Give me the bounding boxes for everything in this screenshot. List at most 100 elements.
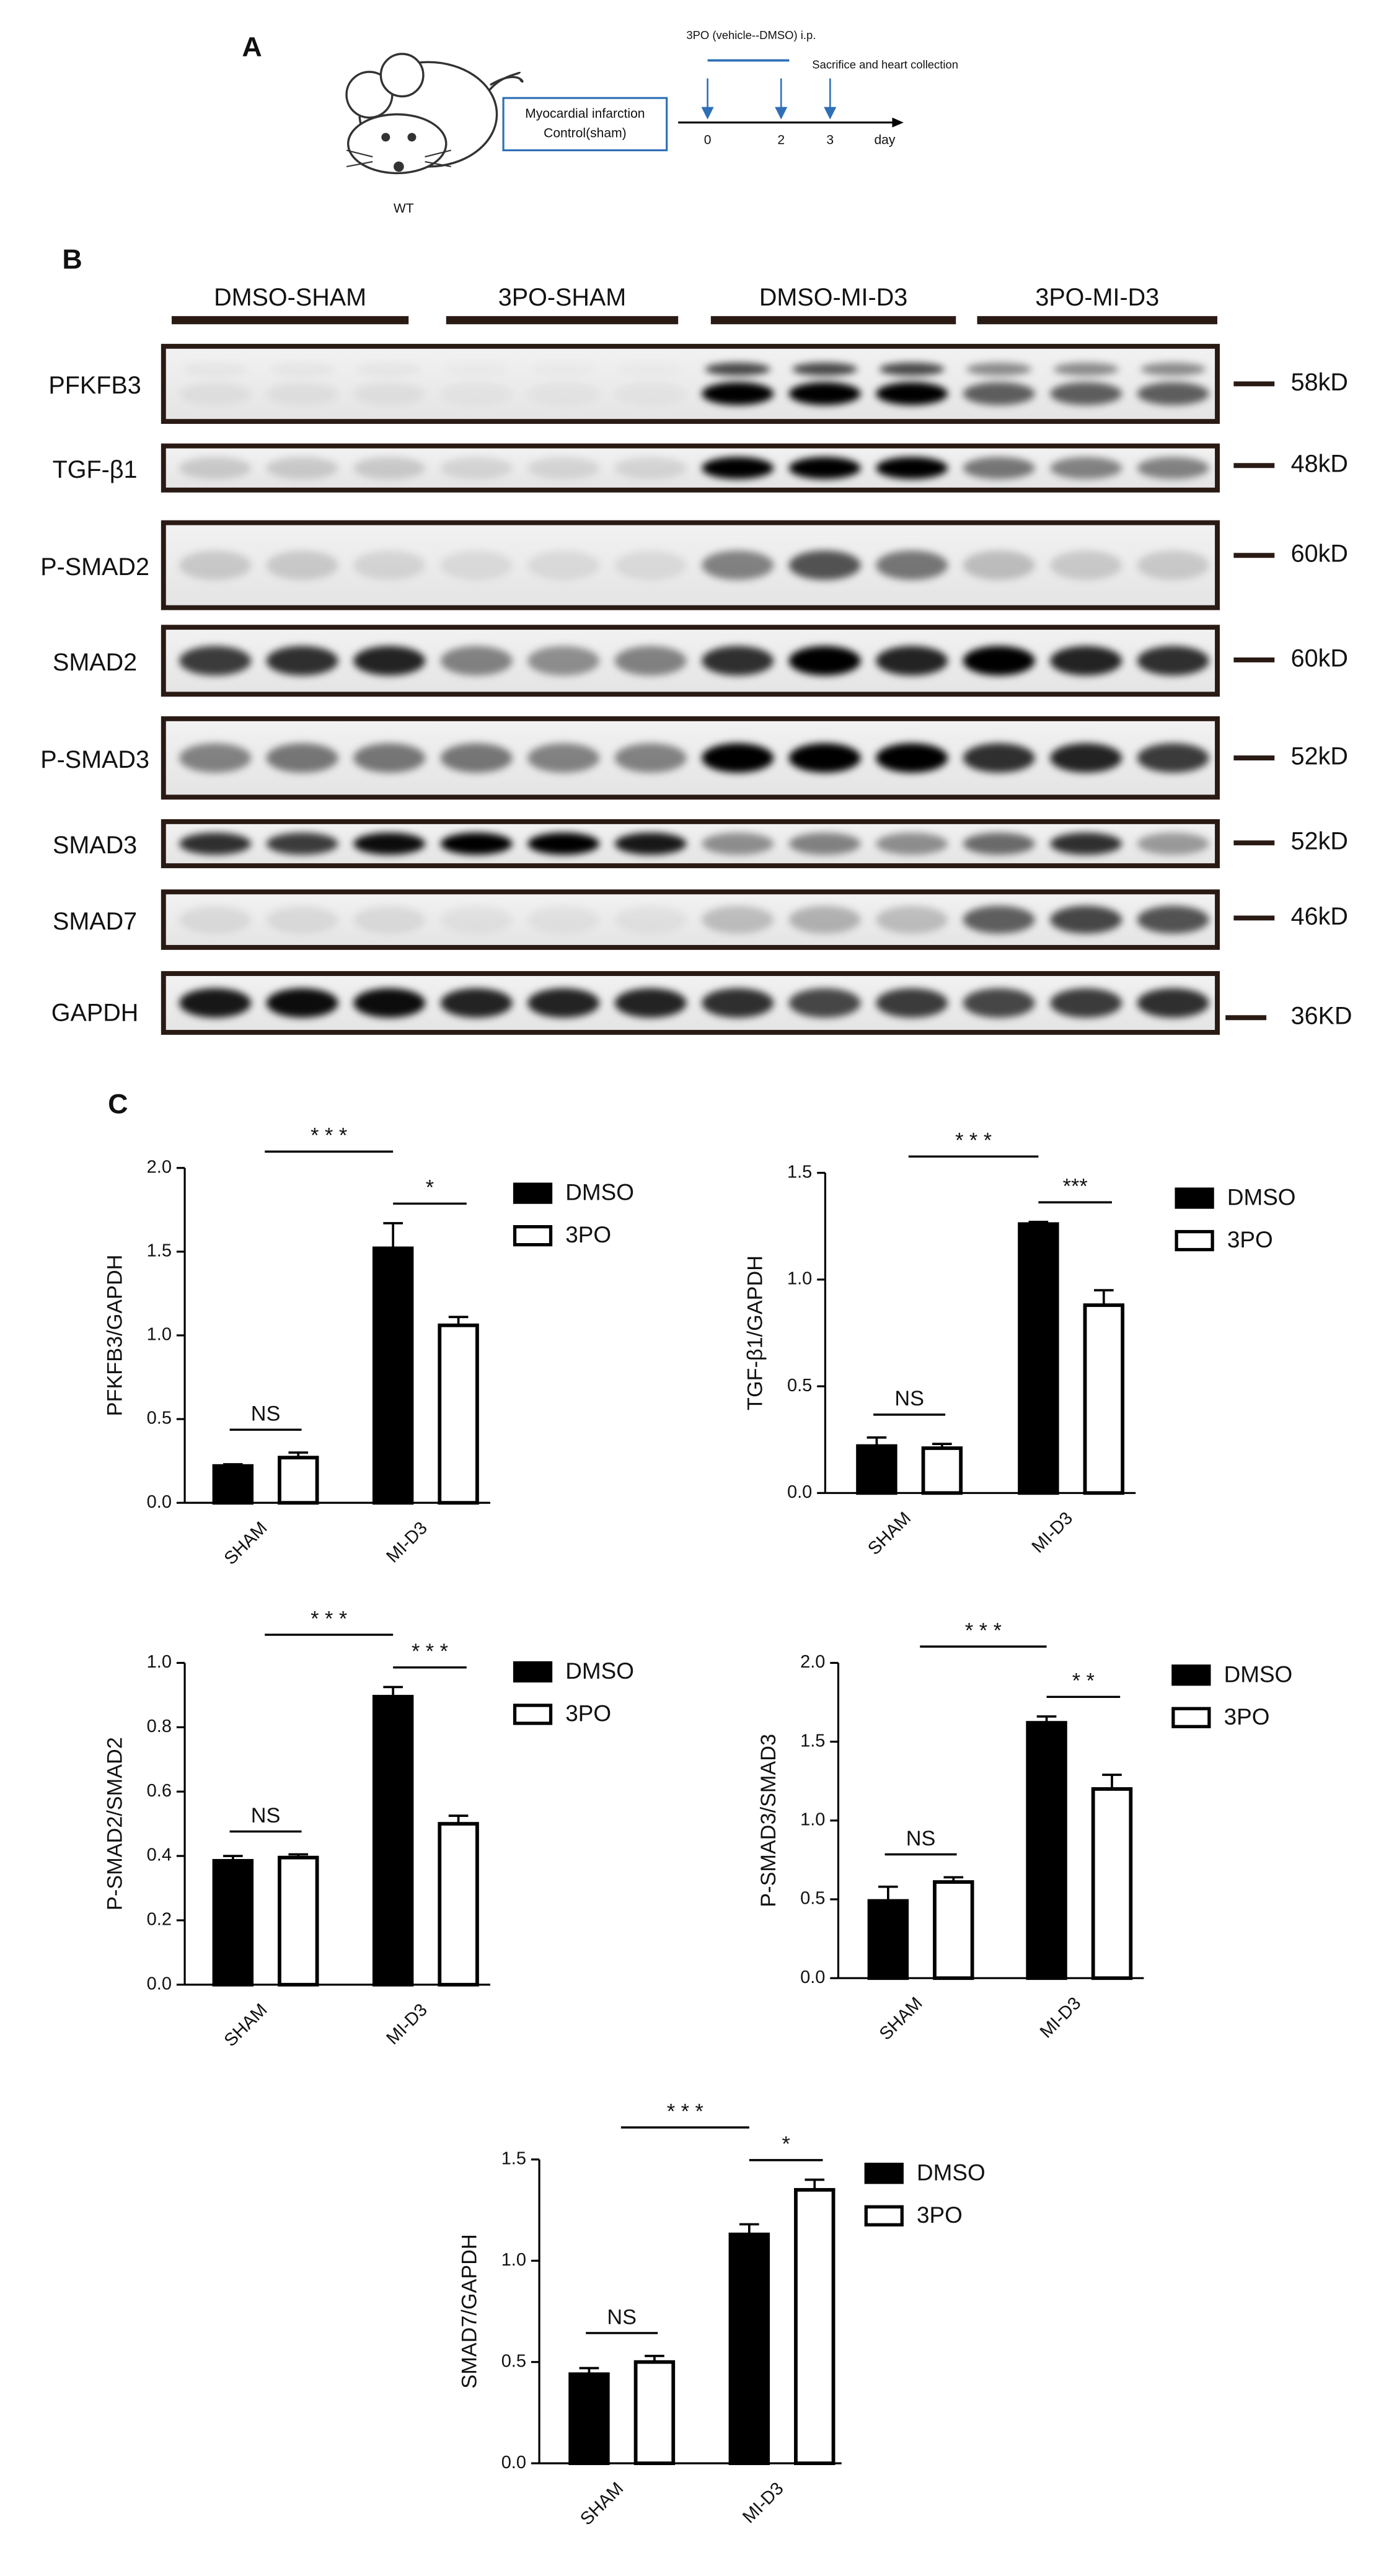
- band: [1050, 905, 1122, 934]
- band: [792, 363, 858, 376]
- band: [963, 382, 1035, 405]
- panel-label: A: [242, 32, 262, 63]
- band: [1137, 646, 1209, 675]
- size-label: 58kD: [1291, 369, 1348, 396]
- significance-label: * *: [1072, 1669, 1095, 1693]
- band: [788, 988, 861, 1018]
- x-tick-label: MI-D3: [1036, 1994, 1085, 2042]
- size-label: 52kD: [1291, 828, 1348, 855]
- timeline-label: 0: [704, 133, 712, 147]
- y-tick-label: 1.5: [800, 1731, 825, 1751]
- band: [788, 457, 861, 480]
- y-tick-label: 1.5: [501, 2148, 526, 2168]
- collection-text: Sacrifice and heart collection: [812, 58, 958, 71]
- significance-label: NS: [906, 1827, 936, 1850]
- blot-frame: [161, 343, 1220, 424]
- blot-bands: [179, 550, 1209, 580]
- blot-frame: [161, 716, 1220, 800]
- x-tick-label: MI-D3: [1028, 1508, 1077, 1557]
- band: [527, 457, 600, 480]
- band: [1137, 832, 1209, 855]
- band: [527, 743, 600, 773]
- size-label: 48kD: [1291, 451, 1348, 478]
- band: [353, 832, 426, 855]
- protein-label: P-SMAD2: [40, 553, 149, 581]
- y-tick-label: 0.0: [787, 1482, 812, 1502]
- band: [876, 550, 948, 580]
- band: [1050, 832, 1122, 855]
- band: [614, 905, 687, 934]
- band: [179, 832, 252, 855]
- bar: [856, 1444, 897, 1495]
- band: [353, 646, 426, 675]
- y-tick-label: 0.5: [787, 1376, 812, 1396]
- legend-label: 3PO: [917, 2202, 963, 2228]
- legend-swatch: [864, 2205, 904, 2227]
- band: [1137, 550, 1209, 580]
- band: [527, 832, 600, 855]
- band: [357, 363, 422, 376]
- significance-label: NS: [894, 1387, 924, 1410]
- protein-label: P-SMAD3: [40, 746, 149, 773]
- x-tick-label: SHAM: [864, 1508, 915, 1559]
- blot-frame: [161, 971, 1220, 1035]
- group-label: 3PO-MI-D3: [1035, 284, 1159, 311]
- bar: [728, 2232, 770, 2466]
- y-axis-label: PFKFB3/GAPDH: [103, 1255, 126, 1417]
- band: [353, 988, 426, 1018]
- band: [266, 905, 338, 934]
- bar: [1091, 1787, 1133, 1980]
- band: [1050, 743, 1122, 773]
- band: [527, 646, 600, 675]
- band: [702, 382, 774, 405]
- bar: [438, 1323, 479, 1505]
- blot-bands: [179, 743, 1209, 773]
- band: [440, 457, 513, 480]
- significance-label: ***: [1063, 1175, 1088, 1198]
- protein-label: PFKFB3: [48, 372, 141, 399]
- significance-label: * * *: [311, 1607, 347, 1630]
- band: [440, 646, 513, 675]
- band: [702, 832, 774, 855]
- bar: [633, 2360, 676, 2466]
- x-tick-label: SHAM: [576, 2479, 627, 2530]
- blot-frame: [161, 443, 1220, 493]
- size-label: 46kD: [1291, 903, 1348, 930]
- significance-label: NS: [251, 1402, 281, 1425]
- timeline-label: 2: [777, 133, 785, 147]
- bar: [568, 2372, 610, 2466]
- band: [1053, 363, 1119, 376]
- band: [441, 382, 513, 405]
- band: [270, 363, 335, 376]
- band: [963, 646, 1035, 675]
- band: [1050, 988, 1122, 1018]
- y-tick-label: 2.0: [800, 1652, 825, 1672]
- bar: [921, 1446, 963, 1495]
- band: [179, 988, 252, 1018]
- protein-label: SMAD3: [53, 832, 137, 859]
- error-bar: [878, 1885, 898, 1901]
- group-label: DMSO-MI-D3: [759, 284, 907, 311]
- band: [1050, 550, 1122, 580]
- y-tick-label: 1.0: [147, 1325, 172, 1345]
- timeline-arrows: [701, 78, 837, 120]
- band: [179, 743, 252, 773]
- band: [353, 457, 426, 480]
- model-text: Myocardial infarction: [525, 107, 645, 121]
- blot-bands: [179, 988, 1209, 1018]
- treatment-text: 3PO (vehicle--DMSO) i.p.: [686, 29, 816, 42]
- band: [963, 905, 1035, 934]
- band: [702, 457, 774, 480]
- bar: [794, 2187, 836, 2466]
- band: [963, 988, 1035, 1018]
- band: [618, 363, 683, 376]
- band: [702, 550, 774, 580]
- x-tick-label: SHAM: [221, 2000, 271, 2051]
- band: [266, 832, 338, 855]
- band: [788, 382, 861, 405]
- y-tick-label: 0.0: [147, 1974, 172, 1994]
- y-tick-label: 1.5: [147, 1241, 172, 1261]
- band: [179, 382, 252, 405]
- legend-label: 3PO: [1224, 1704, 1270, 1730]
- x-tick-label: SHAM: [221, 1518, 271, 1569]
